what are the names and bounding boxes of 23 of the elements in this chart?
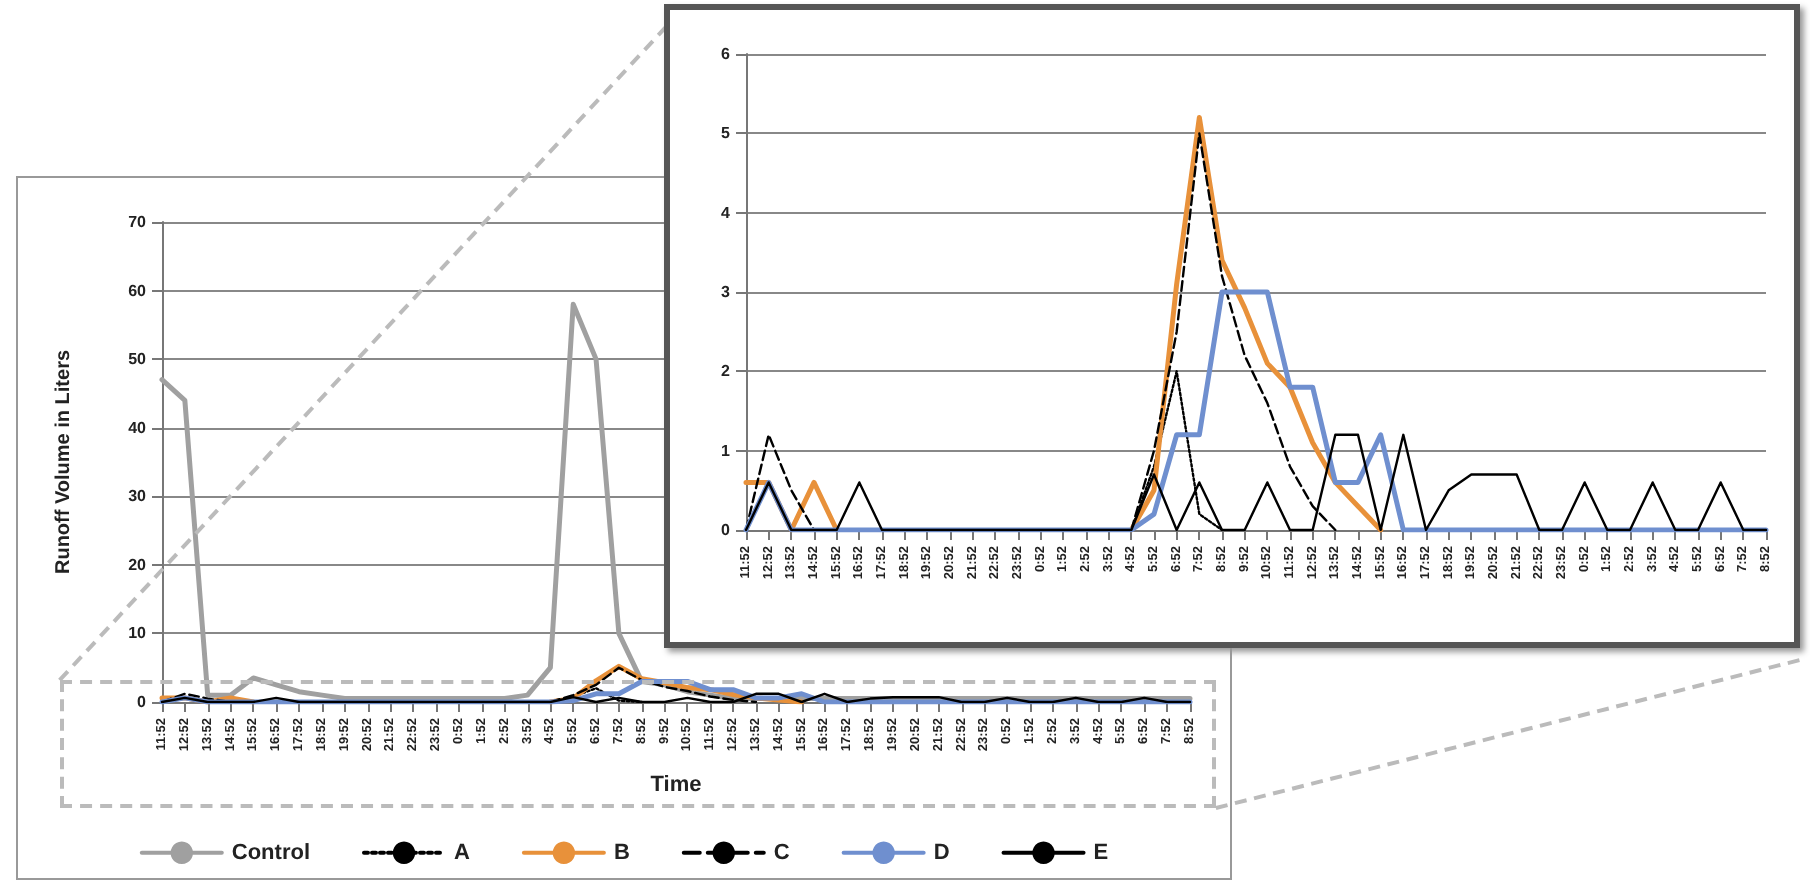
y-axis-title: Runoff Volume in Liters [53, 349, 75, 575]
y-tick-label: 10 [128, 624, 148, 643]
y-tick-label: 3 [721, 283, 732, 301]
y-tick-label: 5 [721, 124, 732, 143]
y-tick-label: 70 [128, 213, 148, 231]
legend-label: D [933, 840, 950, 865]
legend-label: Control [231, 840, 310, 865]
y-tick-label: 0 [721, 521, 732, 539]
y-tick-label: 60 [128, 281, 148, 300]
legend-label: C [773, 840, 790, 865]
y-tick-label: 40 [128, 418, 148, 437]
y-tick-label: 6 [721, 45, 732, 63]
y-tick-label: 4 [721, 203, 732, 222]
y-tick-label: 2 [721, 362, 732, 381]
y-tick-label: 50 [128, 350, 148, 369]
legend-label: A [453, 840, 470, 865]
legend-label: B [613, 840, 630, 865]
y-tick-label: 1 [721, 441, 732, 460]
y-tick-label: 0 [137, 693, 148, 711]
y-tick-label: 20 [128, 555, 148, 574]
y-tick-label: 30 [128, 487, 148, 506]
legend-label: E [1093, 840, 1109, 865]
x-axis-title: Time [650, 773, 702, 797]
